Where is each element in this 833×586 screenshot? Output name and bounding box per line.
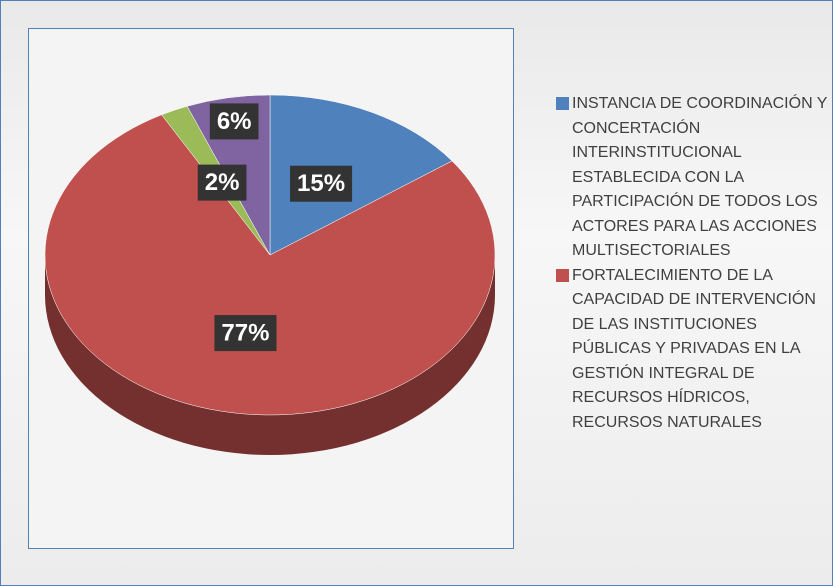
value-label-box (290, 165, 353, 202)
value-label: 2% (197, 164, 247, 201)
slice-side (45, 255, 495, 455)
pie: 15% 77% 2% 6% (44, 94, 496, 455)
slice (44, 114, 496, 416)
value-label: 15% (290, 165, 353, 202)
slice (269, 94, 453, 256)
legend-swatch (556, 268, 569, 282)
legend-entry: INSTANCIA DE COORDINACIÓN Y CONCERTACIÓN… (556, 92, 828, 264)
value-label-box (209, 103, 259, 140)
value-label: 77% (214, 315, 277, 352)
value-label-text: 77% (221, 319, 269, 346)
value-label: 6% (209, 103, 259, 140)
legend-entry: FORTALECIMIENTO DE LA CAPACIDAD DE INTER… (556, 264, 828, 436)
value-label-text: 2% (205, 169, 240, 196)
legend-swatch (556, 97, 569, 110)
value-label-box (214, 315, 277, 352)
value-label-box (197, 164, 247, 201)
value-label-text: 6% (217, 108, 252, 135)
value-label-text: 15% (297, 170, 345, 197)
legend-label: FORTALECIMIENTO DE LA CAPACIDAD DE INTER… (572, 266, 816, 431)
legend-label: INSTANCIA DE COORDINACIÓN Y CONCERTACIÓN… (572, 95, 828, 259)
legend: INSTANCIA DE COORDINACIÓN Y CONCERTACIÓN… (556, 92, 828, 435)
